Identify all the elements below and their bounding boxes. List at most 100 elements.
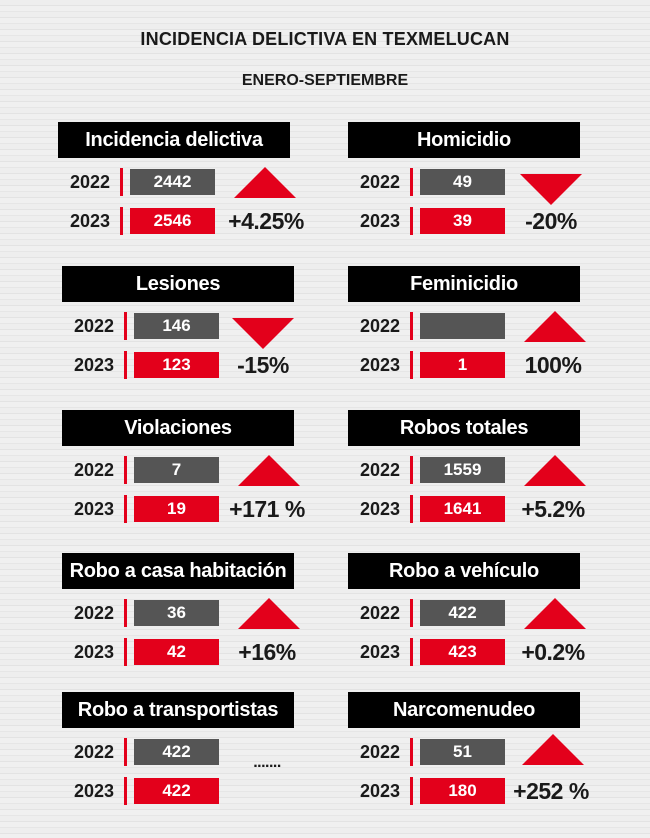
up-arrow-icon bbox=[238, 598, 300, 629]
year-label: 2023 bbox=[359, 642, 401, 662]
card-header: Robo a casa habitación bbox=[62, 553, 294, 589]
row-2022: 2022 7 bbox=[62, 456, 302, 484]
separator bbox=[124, 351, 127, 379]
card-violaciones: Violaciones 2022 7 2023 19 +171 % bbox=[62, 410, 305, 530]
row-2022: 2022 2442 bbox=[58, 168, 298, 196]
year-label: 2022 bbox=[359, 172, 401, 192]
row-2023: 2023 39 bbox=[348, 207, 588, 235]
up-arrow-icon bbox=[524, 311, 586, 342]
year-label: 2022 bbox=[359, 603, 401, 623]
card-robo-transportistas: Robo a transportistas 2022 422 2023 422 … bbox=[62, 692, 302, 812]
value-bar-2023: 123 bbox=[134, 352, 219, 378]
year-label: 2023 bbox=[69, 211, 111, 231]
card-header: Feminicidio bbox=[348, 266, 580, 302]
value-bar-2022 bbox=[420, 313, 505, 339]
separator bbox=[124, 456, 127, 484]
card-header: Violaciones bbox=[62, 410, 294, 446]
row-2023: 2023 180 bbox=[348, 777, 588, 805]
year-label: 2023 bbox=[73, 355, 115, 375]
year-label: 2022 bbox=[359, 742, 401, 762]
no-change-dots: ....... bbox=[253, 754, 281, 771]
row-2023: 2023 1641 bbox=[348, 495, 588, 523]
up-arrow-icon bbox=[234, 167, 296, 198]
card-header: Robo a vehículo bbox=[348, 553, 580, 589]
year-label: 2023 bbox=[359, 499, 401, 519]
separator bbox=[124, 495, 127, 523]
change-percent: +252 % bbox=[513, 778, 589, 804]
card-lesiones: Lesiones 2022 146 2023 123 -15% bbox=[62, 266, 302, 386]
up-arrow-icon bbox=[524, 455, 586, 486]
card-header: Incidencia delictiva bbox=[58, 122, 290, 158]
row-2022: 2022 49 bbox=[348, 168, 588, 196]
value-bar-2022: 36 bbox=[134, 600, 219, 626]
separator bbox=[410, 738, 413, 766]
change-percent: +5.2% bbox=[521, 496, 585, 522]
up-arrow-icon bbox=[522, 734, 584, 765]
row-2023: 2023 422 bbox=[62, 777, 302, 805]
year-label: 2022 bbox=[359, 316, 401, 336]
down-arrow-icon bbox=[520, 174, 582, 205]
value-bar-2023: 42 bbox=[134, 639, 219, 665]
year-label: 2023 bbox=[359, 781, 401, 801]
value-bar-2022: 422 bbox=[134, 739, 219, 765]
separator bbox=[410, 777, 413, 805]
value-bar-2022: 7 bbox=[134, 457, 219, 483]
page-subtitle: ENERO-SEPTIEMBRE bbox=[241, 72, 409, 89]
change-percent: +16% bbox=[238, 639, 296, 665]
year-label: 2022 bbox=[359, 460, 401, 480]
separator bbox=[124, 777, 127, 805]
card-header: Robo a transportistas bbox=[62, 692, 294, 728]
year-label: 2022 bbox=[73, 316, 115, 336]
separator bbox=[410, 351, 413, 379]
card-incidencia-delictiva: Incidencia delictiva 2022 2442 2023 2546… bbox=[58, 122, 304, 242]
separator bbox=[124, 738, 127, 766]
down-arrow-icon bbox=[232, 318, 294, 349]
up-arrow-icon bbox=[524, 598, 586, 629]
card-feminicidio: Feminicidio 2022 2023 1 100% bbox=[348, 266, 588, 386]
change-percent: -20% bbox=[525, 208, 577, 234]
value-bar-2023: 422 bbox=[134, 778, 219, 804]
row-2022: 2022 1559 bbox=[348, 456, 588, 484]
value-bar-2022: 1559 bbox=[420, 457, 505, 483]
row-2022: 2022 36 bbox=[62, 599, 302, 627]
value-bar-2022: 2442 bbox=[130, 169, 215, 195]
row-2022: 2022 422 bbox=[62, 738, 302, 766]
card-header: Lesiones bbox=[62, 266, 294, 302]
value-bar-2023: 1641 bbox=[420, 496, 505, 522]
row-2022: 2022 bbox=[348, 312, 588, 340]
separator bbox=[410, 312, 413, 340]
value-bar-2023: 39 bbox=[420, 208, 505, 234]
row-2023: 2023 19 bbox=[62, 495, 302, 523]
value-bar-2022: 49 bbox=[420, 169, 505, 195]
up-arrow-icon bbox=[238, 455, 300, 486]
row-2022: 2022 51 bbox=[348, 738, 588, 766]
row-2022: 2022 422 bbox=[348, 599, 588, 627]
value-bar-2023: 2546 bbox=[130, 208, 215, 234]
row-2023: 2023 42 bbox=[62, 638, 302, 666]
value-bar-2022: 146 bbox=[134, 313, 219, 339]
year-label: 2023 bbox=[73, 642, 115, 662]
card-robos-totales: Robos totales 2022 1559 2023 1641 +5.2% bbox=[348, 410, 588, 530]
row-2023: 2023 423 bbox=[348, 638, 588, 666]
year-label: 2022 bbox=[73, 742, 115, 762]
year-label: 2022 bbox=[73, 603, 115, 623]
separator bbox=[124, 312, 127, 340]
separator bbox=[410, 168, 413, 196]
year-label: 2022 bbox=[69, 172, 111, 192]
change-percent: 100% bbox=[524, 352, 582, 378]
card-robo-casa-habitacion: Robo a casa habitación 2022 36 2023 42 +… bbox=[62, 553, 302, 673]
year-label: 2023 bbox=[73, 499, 115, 519]
change-percent: +171 % bbox=[229, 496, 305, 522]
separator bbox=[410, 207, 413, 235]
change-percent: -15% bbox=[237, 352, 289, 378]
row-2023: 2023 123 bbox=[62, 351, 302, 379]
card-header: Narcomenudeo bbox=[348, 692, 580, 728]
value-bar-2023: 423 bbox=[420, 639, 505, 665]
page-title: INCIDENCIA DELICTIVA EN TEXMELUCAN bbox=[140, 29, 510, 49]
year-label: 2023 bbox=[359, 355, 401, 375]
separator bbox=[120, 207, 123, 235]
value-bar-2022: 422 bbox=[420, 600, 505, 626]
card-narcomenudeo: Narcomenudeo 2022 51 2023 180 +252 % bbox=[348, 692, 589, 812]
card-robo-vehiculo: Robo a vehículo 2022 422 2023 423 +0.2% bbox=[348, 553, 588, 673]
row-2022: 2022 146 bbox=[62, 312, 302, 340]
